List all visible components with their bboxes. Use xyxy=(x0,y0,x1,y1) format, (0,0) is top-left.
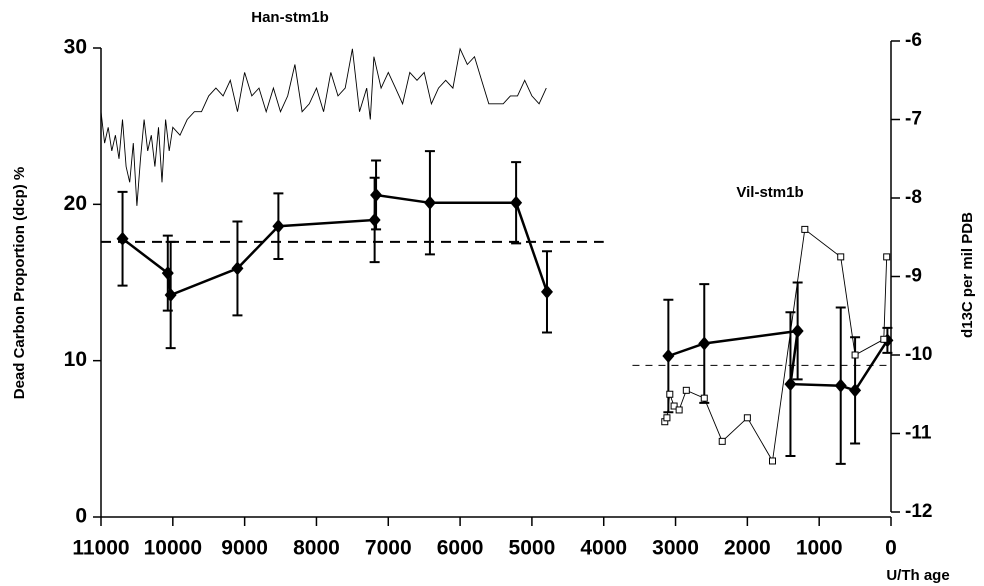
y-axis-label: Dead Carbon Proportion (dcp) % xyxy=(11,167,28,400)
x-tick-label: 3000 xyxy=(652,537,699,560)
data-point xyxy=(718,437,726,445)
data-point xyxy=(670,402,678,410)
x-tick-label: 1000 xyxy=(796,537,843,560)
data-point xyxy=(834,378,847,393)
y2-tick-label: -12 xyxy=(905,501,932,522)
annotation: Vil-stm1b xyxy=(736,184,803,201)
x-tick-label: 9000 xyxy=(221,537,268,560)
x-tick-label: 2000 xyxy=(724,537,771,560)
y2-tick-label: -7 xyxy=(905,109,922,130)
data-point xyxy=(370,187,383,202)
data-point xyxy=(231,261,244,276)
x-tick-label: 8000 xyxy=(293,537,340,560)
data-point xyxy=(700,394,708,402)
data-point xyxy=(423,195,436,210)
x-tick-label: 11000 xyxy=(72,537,129,560)
data-point xyxy=(540,284,553,299)
data-point xyxy=(743,414,751,422)
data-point xyxy=(851,351,859,359)
y2-tick-label: -9 xyxy=(905,266,922,287)
y-tick-label: 0 xyxy=(75,505,87,528)
data-point xyxy=(164,288,177,303)
y2-axis-label: d13C per mil PDB xyxy=(959,212,976,338)
x-tick-label: 5000 xyxy=(509,537,556,560)
data-point xyxy=(662,348,675,363)
data-point xyxy=(666,390,674,398)
data-point xyxy=(784,377,797,392)
data-point xyxy=(116,231,129,246)
data-point xyxy=(880,335,888,343)
data-point xyxy=(837,253,845,261)
y2-tick-label: -8 xyxy=(905,187,922,208)
x-tick-label: 10000 xyxy=(144,537,202,560)
x-tick-label: 7000 xyxy=(365,537,412,560)
data-line xyxy=(100,47,547,206)
y-tick-label: 30 xyxy=(64,36,87,59)
x-tick-label: 6000 xyxy=(437,537,484,560)
data-point xyxy=(801,225,809,233)
data-point xyxy=(791,323,804,338)
data-point xyxy=(663,414,671,422)
annotation: Han-stm1b xyxy=(251,9,329,26)
data-point xyxy=(698,336,711,351)
y2-tick-label: -6 xyxy=(905,30,922,51)
data-point xyxy=(272,219,285,234)
data-point xyxy=(161,266,174,281)
data-point xyxy=(675,406,683,414)
y-tick-label: 20 xyxy=(64,192,87,215)
y2-tick-label: -11 xyxy=(905,423,932,444)
data-point xyxy=(368,212,381,227)
data-point xyxy=(883,253,891,261)
y2-tick-label: -10 xyxy=(905,344,932,365)
x-tick-label: 0 xyxy=(885,537,897,560)
y-tick-label: 10 xyxy=(64,348,87,371)
data-line xyxy=(121,193,549,297)
data-point xyxy=(769,457,776,465)
x-tick-label: 4000 xyxy=(580,537,627,560)
x-axis-label: U/Th age xyxy=(886,567,949,584)
data-point xyxy=(849,383,862,398)
data-point xyxy=(510,195,523,210)
data-point xyxy=(682,386,690,394)
